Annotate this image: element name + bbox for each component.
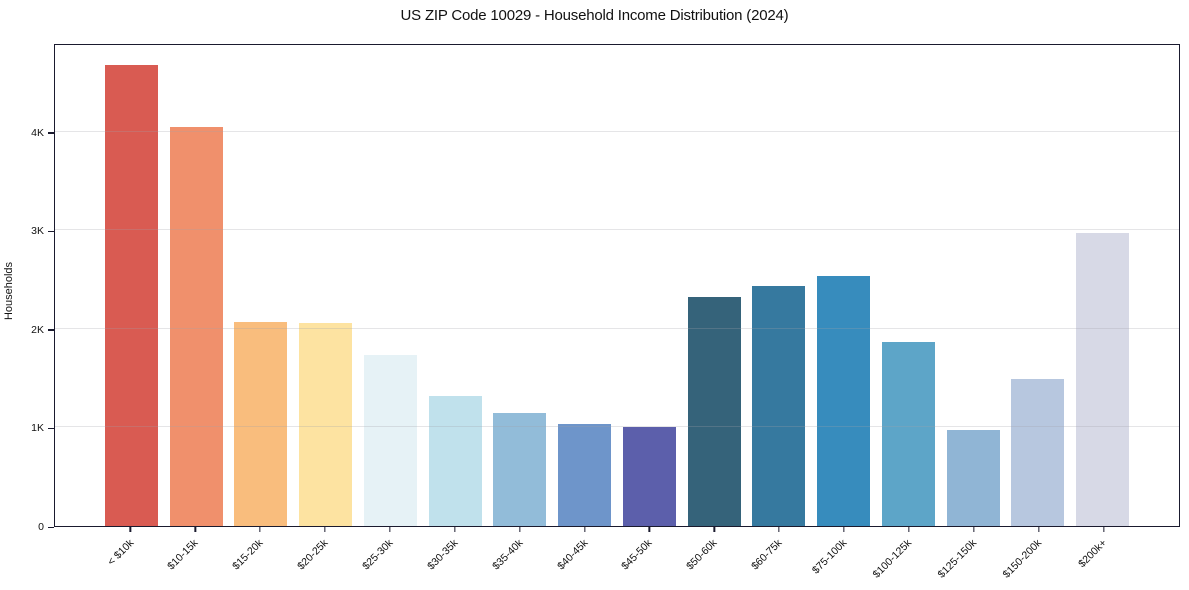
y-tick xyxy=(48,132,54,134)
y-tick xyxy=(48,427,54,430)
bar-$100-125k xyxy=(881,341,935,526)
x-tick xyxy=(713,527,715,532)
bar-slot xyxy=(941,45,1006,526)
bar-slot xyxy=(1070,45,1135,526)
x-tick xyxy=(389,527,391,532)
bar-$50-60k xyxy=(687,297,741,526)
bar-$35-40k xyxy=(493,412,547,526)
bar-slot xyxy=(552,45,617,526)
x-tick xyxy=(194,527,196,532)
bar-$15-20k xyxy=(234,322,288,526)
bar-slot xyxy=(682,45,747,526)
y-tick-label: 4K xyxy=(31,126,44,139)
x-tick xyxy=(454,527,456,532)
bar-$30-35k xyxy=(428,395,482,526)
bar-slot xyxy=(876,45,941,526)
y-tick xyxy=(48,526,54,528)
x-tick xyxy=(519,527,521,532)
x-tick xyxy=(908,527,910,532)
plot-area xyxy=(54,44,1180,527)
x-tick xyxy=(973,527,975,532)
y-axis-label: Households xyxy=(3,261,15,321)
y-tick-label: 0 xyxy=(38,521,44,533)
y-tick-label: 1K xyxy=(31,422,44,435)
bar-$125-150k xyxy=(946,430,1000,526)
bar-$75-100k xyxy=(817,275,871,526)
bar-slot xyxy=(1006,45,1071,526)
x-tick xyxy=(259,527,261,532)
bar-$45-50k xyxy=(622,427,676,526)
x-tick xyxy=(1038,527,1040,532)
bar-slot xyxy=(293,45,358,526)
bar-< $10k xyxy=(104,64,158,526)
x-tick xyxy=(778,527,780,532)
bar-$40-45k xyxy=(558,423,612,526)
y-tick-label: 2K xyxy=(31,323,44,336)
bar-$150-200k xyxy=(1011,379,1065,526)
x-tick xyxy=(324,527,326,532)
y-tick-label: 3K xyxy=(31,225,44,238)
bar-$10-15k xyxy=(169,126,223,526)
bar-slot xyxy=(811,45,876,526)
x-tick xyxy=(1102,527,1105,532)
bar-$20-25k xyxy=(299,322,353,526)
x-tick xyxy=(583,527,586,532)
bar-slot xyxy=(99,45,164,526)
y-tick xyxy=(48,230,54,233)
bar-slot xyxy=(164,45,229,526)
x-tick xyxy=(843,527,845,532)
bar-slot xyxy=(488,45,553,526)
x-tick xyxy=(648,527,651,532)
bar-slot xyxy=(423,45,488,526)
y-tick xyxy=(48,329,54,331)
chart-title: US ZIP Code 10029 - Household Income Dis… xyxy=(400,7,789,24)
bar-$200k+ xyxy=(1076,233,1130,526)
bars-row xyxy=(99,45,1135,526)
bar-slot xyxy=(617,45,682,526)
bar-slot xyxy=(229,45,294,526)
bar-$60-75k xyxy=(752,285,806,526)
x-tick xyxy=(129,527,132,532)
bar-slot xyxy=(747,45,812,526)
bar-$25-30k xyxy=(363,354,417,526)
bar-slot xyxy=(358,45,423,526)
